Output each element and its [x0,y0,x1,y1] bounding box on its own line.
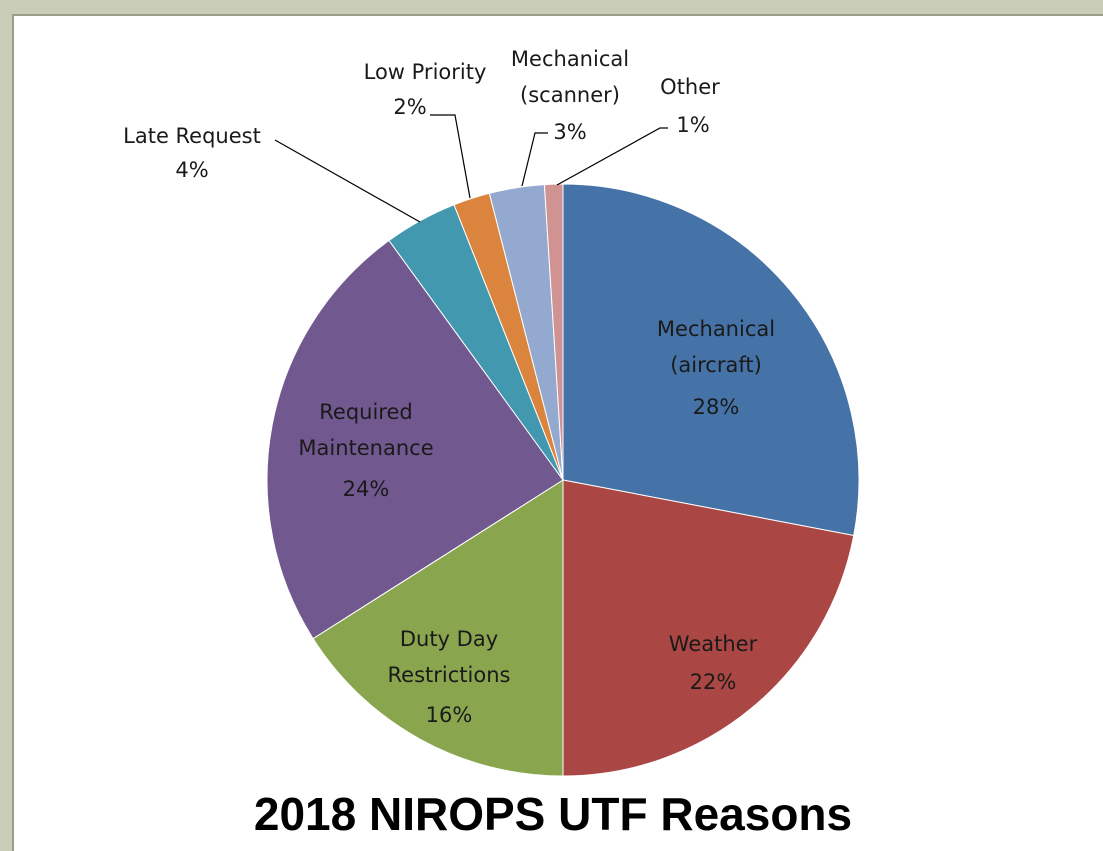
slice-value-label: 1% [676,113,709,137]
leader-line [556,127,668,186]
slice-value-label: 3% [553,120,586,144]
slice-value-label: 28% [693,395,740,419]
slice-label: Other [660,75,720,99]
slice-value-label: 24% [343,477,390,501]
slice-value-label: 2% [393,95,426,119]
slice-label: Mechanical (aircraft) [657,317,775,377]
pie-slice [266,239,564,640]
slice-value-label: 22% [690,670,737,694]
chart-title: 2018 NIROPS UTF Reasons [254,788,852,840]
slice-value-label: 4% [175,158,208,182]
slice-label: Late Request [123,124,261,148]
pie-slice [312,479,564,777]
slice-label: Required Maintenance [298,400,433,460]
leader-line [430,114,471,199]
slice-label: Low Priority [364,60,487,84]
leader-line [274,139,421,223]
slice-label: Weather [669,632,758,656]
slice-label: Mechanical (scanner) [511,47,629,107]
pie-slice [562,479,855,777]
leader-line [521,132,548,187]
pie-slice [562,183,860,537]
slice-value-label: 16% [426,703,473,727]
pie-slice [543,183,564,481]
slice-label: Duty Day Restrictions [388,627,511,687]
